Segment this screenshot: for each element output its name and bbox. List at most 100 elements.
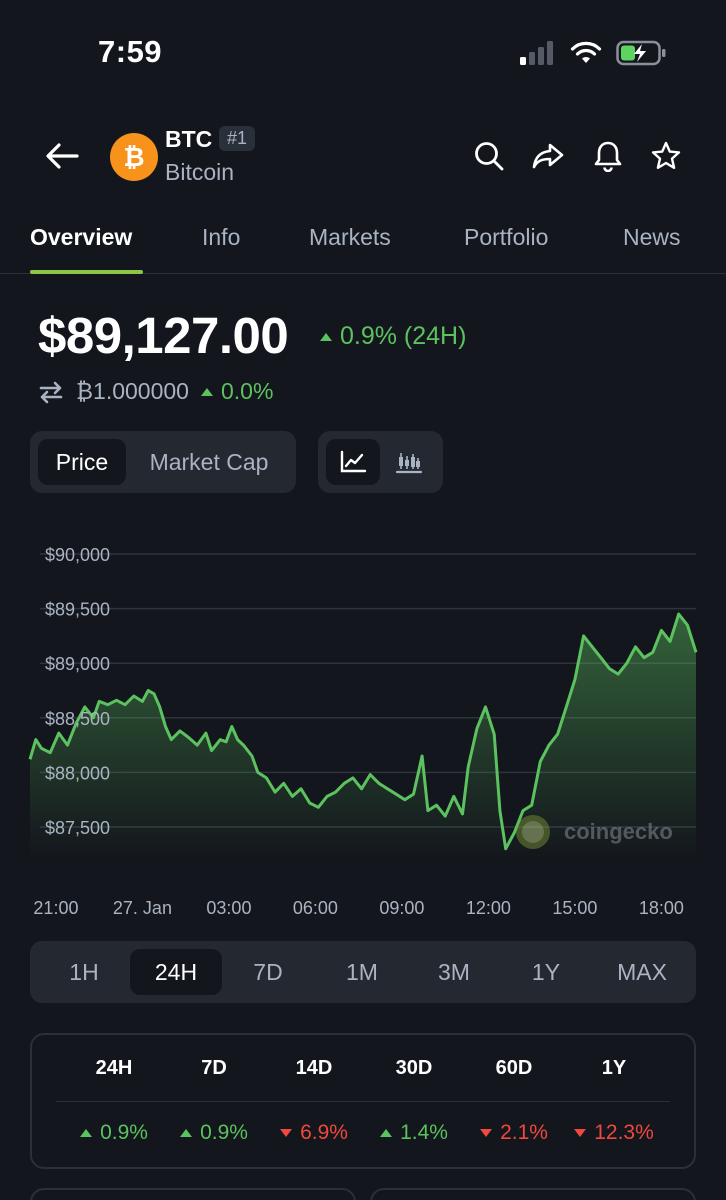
divider xyxy=(56,1101,670,1102)
tab-overview[interactable]: Overview xyxy=(30,224,133,250)
btc-conversion-row: ₿1.000000 0.0% xyxy=(38,378,273,405)
search-icon xyxy=(475,142,504,171)
signal-icon xyxy=(520,41,553,65)
perf-change-text: 1.4% xyxy=(400,1121,448,1144)
y-tick-label: $87,500 xyxy=(45,818,110,838)
y-tick-label: $88,000 xyxy=(45,763,110,783)
caret-down-icon xyxy=(480,1129,493,1137)
battery-charging-icon xyxy=(616,40,666,66)
x-tick-label: 18:00 xyxy=(639,898,684,918)
perf-change-text: 12.3% xyxy=(594,1121,654,1144)
perf-period-header: 60D xyxy=(495,1057,533,1079)
x-tick-label: 21:00 xyxy=(33,898,78,918)
perf-period-header: 30D xyxy=(395,1057,433,1079)
x-tick-label: 27. Jan xyxy=(113,898,172,918)
y-tick-label: $89,500 xyxy=(45,600,110,620)
x-tick-label: 09:00 xyxy=(379,898,424,918)
perf-period-header: 1Y xyxy=(601,1057,627,1079)
alert-button[interactable] xyxy=(588,136,628,176)
caret-up-icon xyxy=(180,1129,193,1137)
perf-period-header: 14D xyxy=(295,1057,333,1079)
back-arrow-icon xyxy=(46,143,79,169)
back-button[interactable] xyxy=(40,134,84,178)
price-toggle-button[interactable]: Price xyxy=(38,439,126,485)
coin-name: Bitcoin xyxy=(165,159,235,185)
caret-down-icon xyxy=(280,1129,293,1137)
range-3m-button[interactable]: 3M xyxy=(438,958,470,985)
price-line xyxy=(28,612,698,851)
line-chart-icon xyxy=(340,450,367,473)
x-tick-label: 12:00 xyxy=(466,898,511,918)
x-tick-label: 15:00 xyxy=(552,898,597,918)
perf-change-value: 0.9% xyxy=(164,1121,264,1145)
perf-change-value: 2.1% xyxy=(464,1121,564,1145)
share-button[interactable] xyxy=(528,136,568,176)
btc-change-text: 0.0% xyxy=(220,378,274,404)
tab-portfolio[interactable]: Portfolio xyxy=(464,224,549,250)
perf-change-value: 12.3% xyxy=(564,1121,664,1145)
time-range-selector: 1H 24H 7D 1M 3M 1Y MAX xyxy=(30,941,696,1003)
star-icon xyxy=(651,141,681,169)
range-24h-button[interactable]: 24H xyxy=(130,949,222,995)
y-tick-label: $89,000 xyxy=(45,654,110,674)
market-cap-toggle-button[interactable]: Market Cap xyxy=(149,448,269,475)
performance-table: 24H 0.9% 7D 0.9% 14D 6.9% 30D 1.4% 60D 2.1% 1Y 12.3… xyxy=(30,1033,696,1169)
bell-icon xyxy=(594,141,622,172)
status-icons xyxy=(520,40,668,66)
coingecko-watermark: coingecko xyxy=(516,815,673,849)
stats-card xyxy=(30,1188,356,1200)
tab-bar: Overview Info Markets Portfolio News xyxy=(0,218,726,274)
candlestick-icon xyxy=(395,453,423,474)
tab-markets[interactable]: Markets xyxy=(309,224,391,250)
perf-period-header: 24H xyxy=(95,1057,133,1079)
rank-badge: #1 xyxy=(219,126,256,151)
favorite-button[interactable] xyxy=(646,136,686,176)
range-1h-button[interactable]: 1H xyxy=(69,958,99,985)
perf-change-text: 0.9% xyxy=(100,1121,148,1144)
active-tab-indicator xyxy=(30,270,143,274)
svg-text:coingecko: coingecko xyxy=(564,819,673,844)
search-button[interactable] xyxy=(469,136,509,176)
btc-change: 0.0% xyxy=(200,378,274,405)
caret-up-icon xyxy=(320,332,332,341)
wifi-icon xyxy=(570,41,602,63)
perf-change-value: 0.9% xyxy=(64,1121,164,1145)
chart-type-toggle xyxy=(318,431,443,493)
y-tick-label: $88,500 xyxy=(45,709,110,729)
current-price: $89,127.00 xyxy=(38,307,289,364)
price-change-24h: 0.9% (24H) xyxy=(320,322,466,351)
swap-icon[interactable] xyxy=(38,380,64,404)
perf-period-header: 7D xyxy=(201,1057,227,1079)
perf-change-text: 2.1% xyxy=(500,1121,548,1144)
caret-up-icon xyxy=(80,1129,93,1137)
candlestick-chart-button[interactable] xyxy=(382,439,436,485)
x-tick-label: 03:00 xyxy=(206,898,251,918)
range-1y-button[interactable]: 1Y xyxy=(531,958,561,985)
chart-metric-toggle: Price Market Cap xyxy=(30,431,296,493)
bitcoin-icon: ₿ xyxy=(123,143,144,172)
y-tick-label: $90,000 xyxy=(45,545,110,565)
perf-change-value: 6.9% xyxy=(264,1121,364,1145)
price-chart[interactable]: $90,000 $89,500 $89,000 $88,500 $88,000 $87,5… xyxy=(0,530,726,930)
caret-up-icon xyxy=(380,1129,393,1137)
range-7d-button[interactable]: 7D xyxy=(253,958,283,985)
tab-info[interactable]: Info xyxy=(202,224,241,250)
price-change-text: 0.9% (24H) xyxy=(340,322,467,350)
caret-up-icon xyxy=(200,387,213,396)
tab-news[interactable]: News xyxy=(623,224,681,250)
perf-change-value: 1.4% xyxy=(364,1121,464,1145)
btc-value: ₿1.000000 xyxy=(76,378,189,404)
svg-text:₿: ₿ xyxy=(123,143,144,172)
line-chart-button[interactable] xyxy=(326,439,380,485)
stats-card xyxy=(370,1188,696,1200)
range-1m-button[interactable]: 1M xyxy=(346,958,378,985)
perf-change-text: 0.9% xyxy=(200,1121,248,1144)
coin-symbol: BTC xyxy=(165,126,213,152)
share-icon xyxy=(532,143,564,169)
caret-down-icon xyxy=(574,1129,587,1137)
x-tick-label: 06:00 xyxy=(293,898,338,918)
price-area-fill xyxy=(30,614,696,860)
perf-change-text: 6.9% xyxy=(300,1121,348,1144)
status-time: 7:59 xyxy=(98,34,163,69)
range-max-button[interactable]: MAX xyxy=(617,958,667,985)
